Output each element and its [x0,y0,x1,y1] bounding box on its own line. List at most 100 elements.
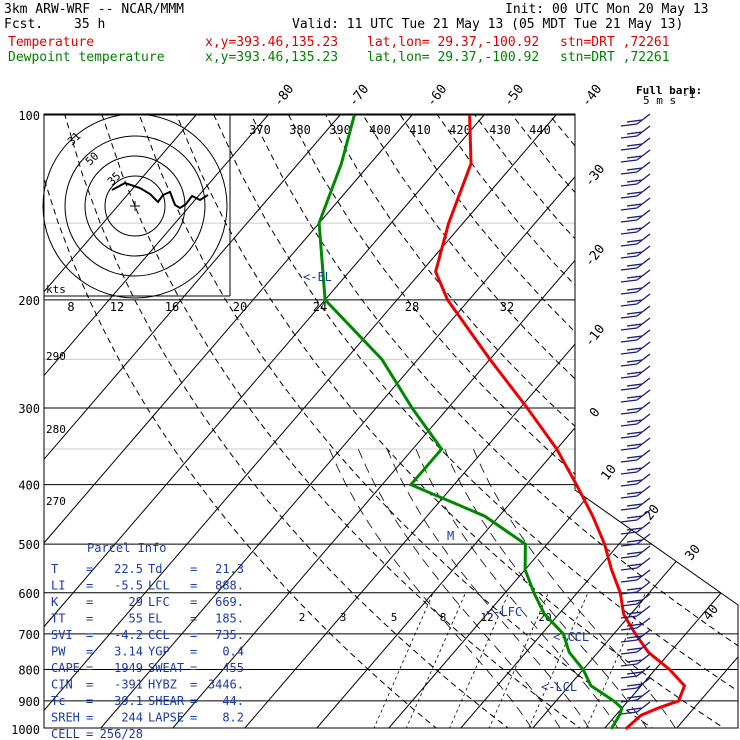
parcel-value2-5: 0.4 [222,645,244,659]
isotherm-label: 10 [599,462,620,484]
parcel-label-4: SVI [51,628,73,642]
wind-barb-staff [636,449,651,461]
wind-barb-flag [620,351,638,355]
wind-barb-flag [626,407,643,411]
wind-barb-flag [620,375,638,379]
parcel-value2-6: 455 [222,661,244,675]
wind-barb-staff [636,629,651,641]
wind-barb-flag [626,527,643,531]
wind-barb-flag [626,467,643,471]
wind-barb-staff [636,401,651,413]
theta-label-440: 440 [529,123,551,137]
hodo-speed-label-12: 12 [110,300,124,314]
parcel-eq2-2: = [190,595,197,609]
temperature-profile [434,114,687,731]
wind-barb-flag [620,567,638,571]
parcel-value-0: 22.5 [114,562,143,576]
isotherm [244,114,738,728]
wind-barb-flag [620,447,638,451]
dry-adiabat [44,114,454,728]
wind-barb-staff [636,665,651,677]
plot-frame [43,113,739,729]
wind-barb-flag [626,227,643,231]
parcel-label-7: CIN [51,678,73,692]
wind-barb-flag [626,539,643,543]
wind-barb-flag [626,191,643,195]
wind-barb-flag [620,243,638,247]
theta-label-270: 270 [46,495,66,508]
parcel-value-4: -4.2 [114,628,143,642]
wind-barb-staff [636,365,651,377]
dry-adiabat [176,114,738,728]
parcel-value-5: 3.14 [114,645,143,659]
dry-adiabat [586,114,738,728]
wind-barb-staff [636,113,651,125]
wind-barb-flag [620,159,638,163]
pressure-label-700: 700 [18,628,40,642]
wind-barb-flag [626,563,643,567]
theta-label-420: 420 [449,123,471,137]
isotherm [44,114,558,728]
wind-barb-flag [620,699,638,703]
wind-barb-flag [620,675,638,679]
wind-barb-flag [626,335,643,339]
pressure-label-100: 100 [18,109,40,123]
lcl-marker: <-LCL [541,680,577,694]
wind-barb-staff [636,281,651,293]
pressure-label-400: 400 [18,479,40,493]
mixing-ratio-line [528,592,589,728]
parcel-eq-6: = [86,661,93,675]
wind-barb-staff [636,509,651,521]
dew-xy: x,y=393.46,135.23 [205,50,339,65]
hodo-speed-label-24: 24 [313,300,327,314]
wind-barb-flag [626,239,643,243]
parcel-label2-1: LCL [148,579,170,593]
wind-barb-staff [636,341,651,353]
dry-adiabat [623,114,738,728]
wind-barb-staff [636,389,651,401]
parcel-label2-0: Td [148,562,162,576]
wind-barb-staff [636,701,651,713]
valid-time: Valid: 11 UTC Tue 21 May 13 (05 MDT Tue … [292,17,684,32]
isotherm-label: 40 [701,602,722,624]
parcel-label2-8: SHEAR [148,694,185,708]
wind-barb-flag [620,627,638,631]
wind-barb-flag [620,171,638,175]
wind-barb-staff [636,377,651,389]
forecast-label: Fcst. [4,17,44,32]
theta-label-370: 370 [249,123,271,137]
wind-barb-staff [636,293,651,305]
isotherm-label: -10 [582,322,608,350]
wind-barb-flag [626,143,643,147]
wind-barb-flag [626,695,643,699]
wind-barb-flag [620,639,638,643]
wind-barb-flag [626,383,643,387]
parcel-value-7: -391 [114,678,143,692]
wind-barb-staff [636,605,651,617]
dry-adiabat [64,114,527,728]
isotherm [604,114,738,728]
moist-adiabat [357,448,569,728]
wind-barb-staff [636,353,651,365]
isotherm [44,114,270,728]
parcel-label-5: PW [51,645,66,659]
wind-barb-flag [626,371,643,375]
parcel-label-6: CAPE [51,661,80,675]
parcel-value2-0: 21.3 [215,562,244,576]
parcel-eq-4: = [86,628,93,642]
wind-barb-flag [626,491,643,495]
wind-barb-flag [626,707,643,711]
wind-barb-staff [636,569,651,581]
parcel-value2-4: 735. [215,628,244,642]
wind-barb-flag [620,603,638,607]
wind-barb-flag [620,435,638,439]
moist-adiabat [473,448,684,728]
parcel-label2-5: YGP [148,645,170,659]
parcel-eq-9: = [86,711,93,725]
temp-latlon: lat,lon= 29.37,-100.92 [367,35,540,50]
wind-barb-flag [620,135,638,139]
wind-barb-flag [626,683,643,687]
wind-barb-flag [620,555,638,559]
mixing-ratio-label-20: 20 [538,611,551,624]
